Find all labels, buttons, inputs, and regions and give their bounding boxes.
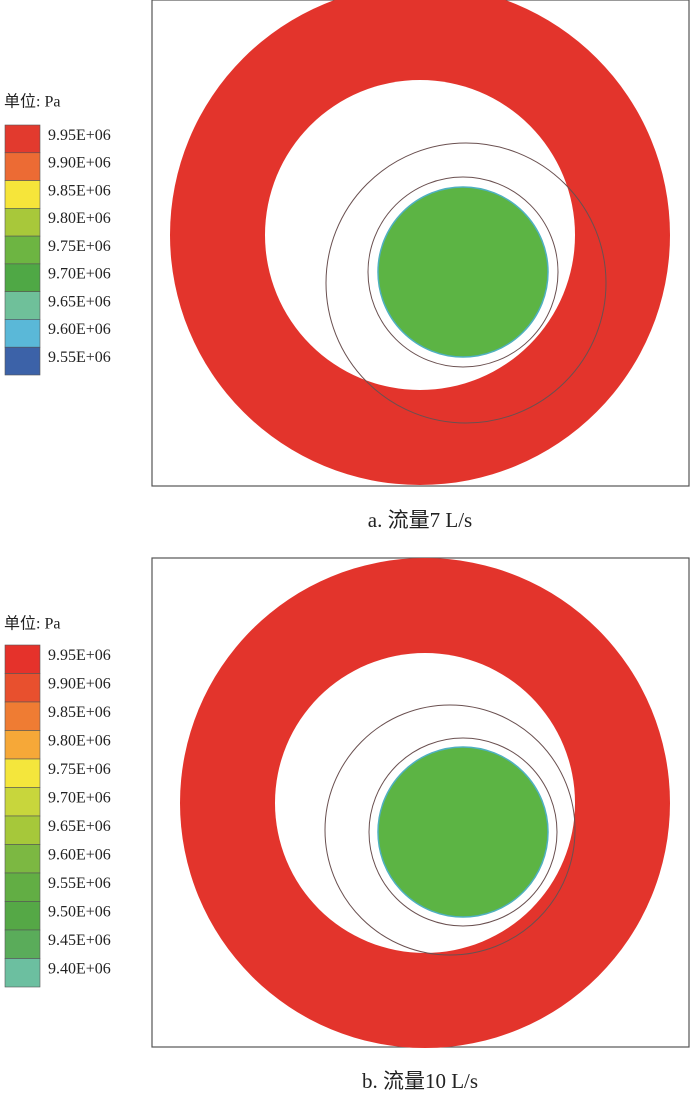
legend-title: 单位: Pa	[4, 93, 60, 111]
legend-label: 9.40E+06	[48, 961, 111, 978]
legend-label: 9.45E+06	[48, 932, 111, 949]
legend-label: 9.55E+06	[48, 875, 111, 892]
legend-swatch	[4, 872, 41, 902]
legend-swatch	[4, 263, 41, 292]
legend-label: 9.65E+06	[48, 818, 111, 835]
legend-label: 9.75E+06	[48, 761, 111, 778]
eccentric-circle	[324, 704, 576, 956]
legend-label: 9.55E+06	[48, 349, 111, 366]
legend-swatch	[4, 730, 41, 760]
legend-label: 9.65E+06	[48, 293, 111, 310]
legend-swatch	[4, 291, 41, 320]
legend-swatch	[4, 152, 41, 181]
legend-swatch	[4, 844, 41, 874]
legend-label: 9.85E+06	[48, 182, 111, 199]
legend-label: 9.95E+06	[48, 127, 111, 144]
inner-circle	[368, 737, 558, 927]
legend-label: 9.85E+06	[48, 704, 111, 721]
legend-label: 9.70E+06	[48, 266, 111, 283]
legend-swatch	[4, 644, 41, 674]
inner-circle	[367, 176, 559, 368]
legend-label: 9.80E+06	[48, 210, 111, 227]
legend-swatch	[4, 958, 41, 988]
legend-label: 9.95E+06	[48, 647, 111, 664]
legend-swatch	[4, 787, 41, 817]
caption: a. 流量7 L/s	[368, 508, 472, 532]
legend-swatch	[4, 673, 41, 703]
legend-swatch	[4, 901, 41, 931]
legend-label: 9.50E+06	[48, 904, 111, 921]
drill-pipe	[377, 746, 549, 918]
legend-swatch	[4, 235, 41, 265]
legend-swatch	[4, 180, 41, 209]
legend-label: 9.80E+06	[48, 733, 111, 750]
caption: b. 流量10 L/s	[362, 1069, 478, 1093]
legend-swatch	[4, 124, 41, 154]
legend-swatch	[4, 208, 41, 237]
legend-label: 9.70E+06	[48, 790, 111, 807]
legend-title: 单位: Pa	[4, 615, 60, 633]
legend-swatch	[4, 701, 41, 731]
legend-swatch	[4, 319, 41, 348]
legend-swatch	[4, 929, 41, 959]
legend-label: 9.90E+06	[48, 155, 111, 172]
legend-label: 9.90E+06	[48, 676, 111, 693]
eccentric-circle	[325, 142, 607, 424]
legend-label: 9.60E+06	[48, 321, 111, 338]
legend-swatch	[4, 346, 41, 376]
legend-label: 9.75E+06	[48, 238, 111, 255]
legend-swatch	[4, 758, 41, 788]
legend-swatch	[4, 815, 41, 845]
drill-pipe	[377, 186, 549, 358]
legend-label: 9.60E+06	[48, 847, 111, 864]
